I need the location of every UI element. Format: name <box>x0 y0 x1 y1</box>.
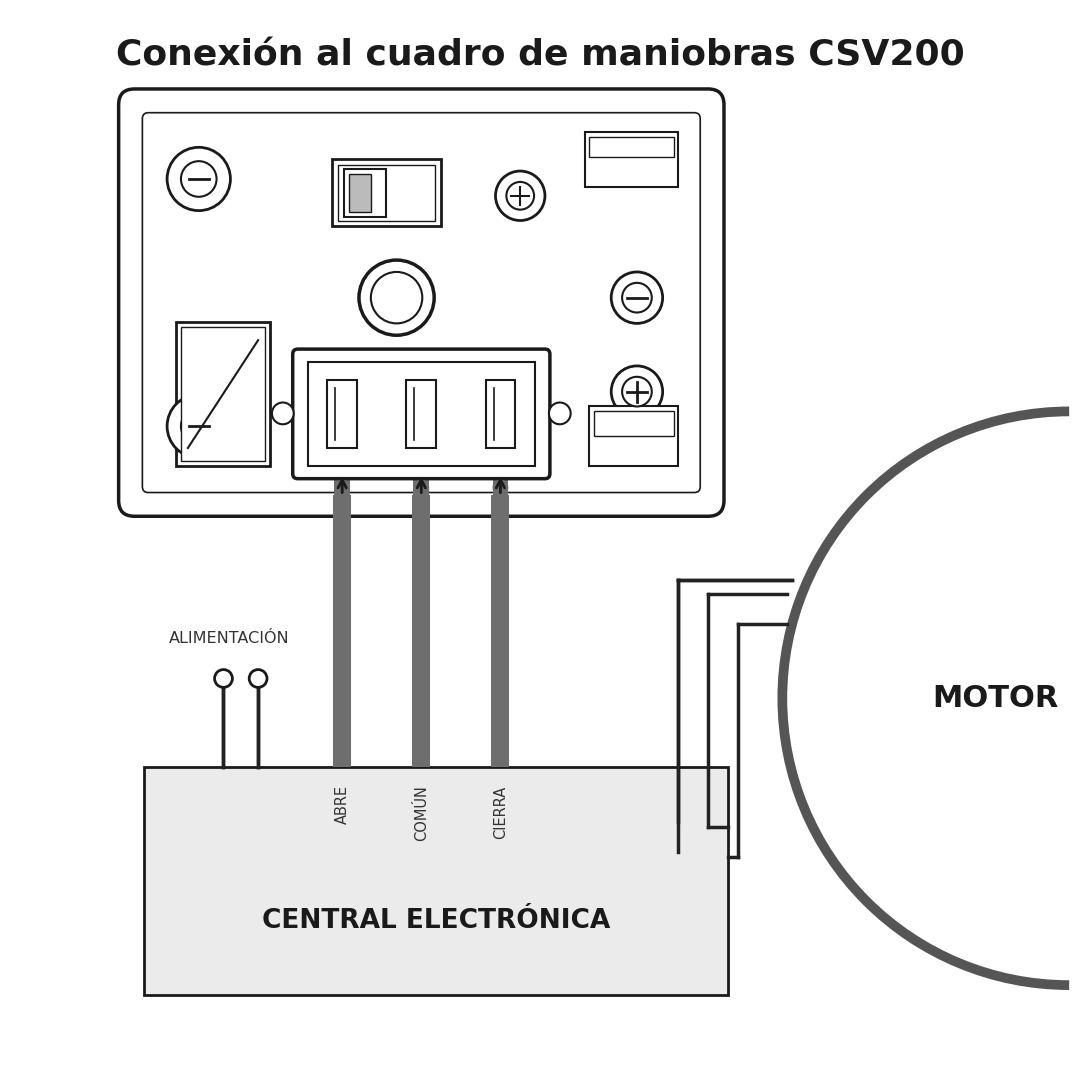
Circle shape <box>611 366 663 417</box>
Text: Conexión al cuadro de maniobras CSV200: Conexión al cuadro de maniobras CSV200 <box>116 38 964 72</box>
Bar <box>338 165 435 220</box>
Circle shape <box>492 480 509 496</box>
Circle shape <box>622 377 651 406</box>
Circle shape <box>215 670 232 687</box>
Bar <box>181 327 265 461</box>
Circle shape <box>496 171 545 220</box>
Circle shape <box>414 480 429 496</box>
FancyBboxPatch shape <box>119 89 724 516</box>
Bar <box>145 768 728 995</box>
Text: ALIMENTACIÓN: ALIMENTACIÓN <box>170 632 289 647</box>
Text: MOTOR: MOTOR <box>932 684 1058 713</box>
Circle shape <box>359 260 434 335</box>
FancyBboxPatch shape <box>293 349 550 478</box>
Circle shape <box>611 272 663 323</box>
Text: COMÚN: COMÚN <box>414 785 429 841</box>
Circle shape <box>167 147 230 211</box>
Circle shape <box>622 283 651 312</box>
Text: CIERRA: CIERRA <box>492 785 508 838</box>
Bar <box>335 477 350 498</box>
Bar <box>349 174 370 212</box>
Circle shape <box>181 408 217 444</box>
Bar <box>327 380 357 448</box>
Circle shape <box>549 403 570 424</box>
Circle shape <box>507 181 535 210</box>
Circle shape <box>167 394 230 458</box>
Bar <box>308 362 535 465</box>
Bar <box>414 477 429 498</box>
Circle shape <box>249 670 267 687</box>
Text: CENTRAL ELECTRÓNICA: CENTRAL ELECTRÓNICA <box>262 908 610 934</box>
Circle shape <box>181 161 217 197</box>
Bar <box>590 406 678 465</box>
Bar <box>486 380 515 448</box>
Text: ABRE: ABRE <box>335 785 350 824</box>
Bar <box>594 411 674 436</box>
Bar <box>176 323 270 465</box>
Bar <box>345 170 386 217</box>
Bar <box>406 380 436 448</box>
Circle shape <box>272 403 294 424</box>
Bar <box>584 133 678 187</box>
Circle shape <box>335 480 350 496</box>
Circle shape <box>370 272 422 323</box>
Bar <box>590 137 674 158</box>
Bar <box>333 159 441 227</box>
Bar <box>492 477 509 498</box>
